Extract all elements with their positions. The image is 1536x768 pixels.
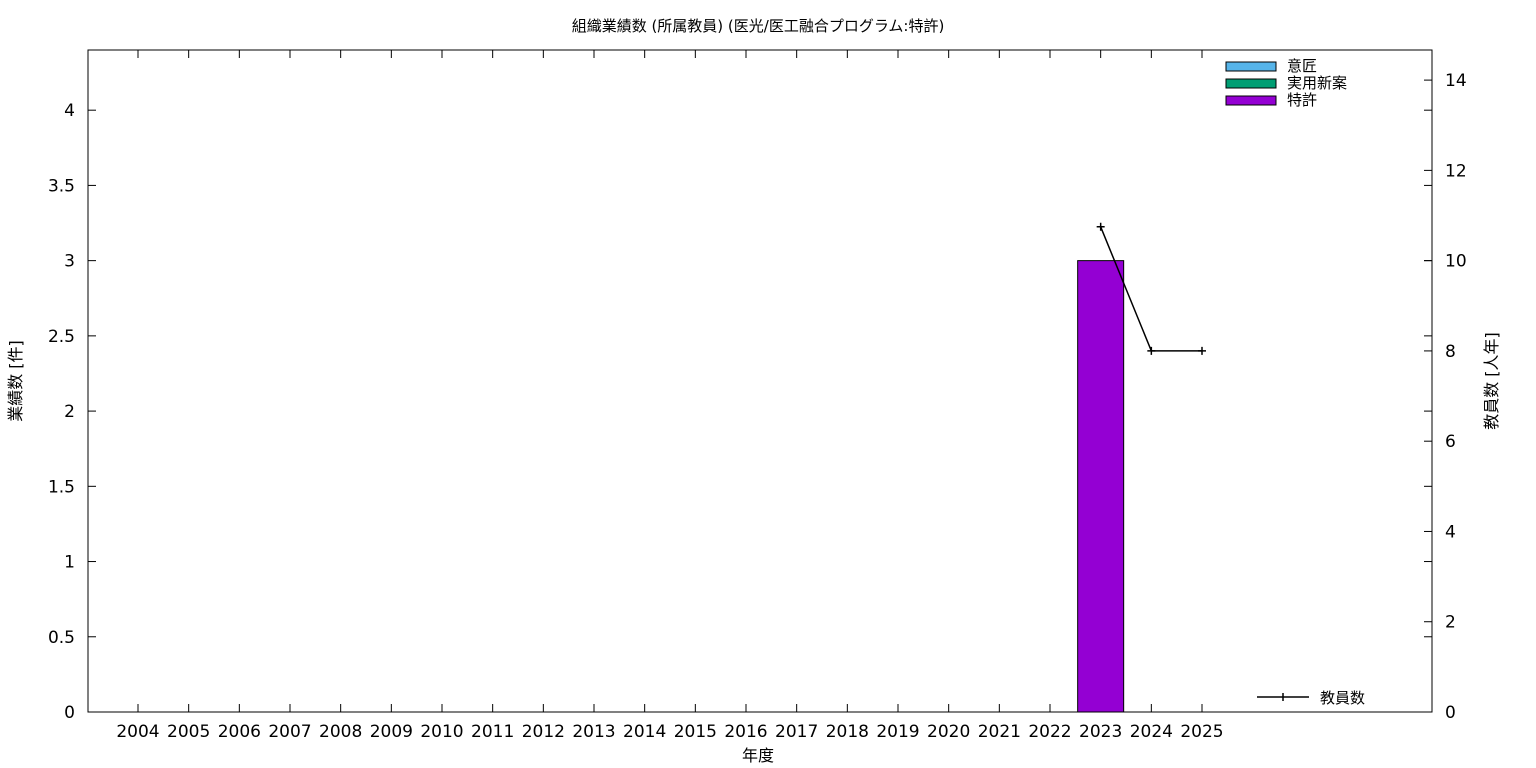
legend-label-実用新案: 実用新案 (1287, 74, 1347, 92)
x-tick-label: 2008 (319, 722, 362, 742)
x-tick-label: 2010 (420, 722, 463, 742)
y2-tick-label: 4 (1445, 522, 1456, 542)
x-tick-label: 2022 (1028, 722, 1071, 742)
faculty-count-point-2025 (1198, 346, 1206, 355)
right-axis: 0 2 4 6 8 10 12 14 (1424, 71, 1467, 723)
line-series-group (1096, 222, 1206, 355)
y2-axis-label: 教員数 [人年] (1482, 332, 1501, 430)
x-tick-label: 2006 (218, 722, 261, 742)
legend-swatch-実用新案 (1225, 78, 1277, 89)
bar-series-group (1077, 260, 1125, 713)
x-tick-label: 2005 (167, 722, 210, 742)
legend-label-line: 教員数 (1320, 689, 1365, 707)
y-tick-label: 2 (64, 402, 75, 422)
legend-label-特許: 特許 (1287, 91, 1317, 109)
x-tick-label: 2012 (522, 722, 565, 742)
x-tick-label: 2014 (623, 722, 666, 742)
x-tick-label: 2018 (826, 722, 869, 742)
plot-area-frame (87, 49, 1433, 713)
x-tick-label: 2024 (1130, 722, 1173, 742)
y-tick-label: 1.5 (48, 477, 75, 497)
legend-swatch-意匠 (1225, 61, 1277, 72)
faculty-count-point-2024 (1147, 346, 1156, 355)
legend-swatch-特許 (1225, 95, 1277, 106)
y-tick-label: 2.5 (48, 327, 75, 347)
x-tick-label: 2016 (724, 722, 767, 742)
x-tick-label: 2017 (775, 722, 818, 742)
x-tick-label: 2013 (572, 722, 615, 742)
x-axis: 2004 2005 2006 2007 2008 2009 2010 2011 2012 2013… (116, 50, 1224, 742)
y2-tick-label: 0 (1445, 703, 1456, 723)
x-tick-label: 2004 (116, 722, 159, 742)
faculty-count-point-2023 (1096, 222, 1105, 231)
y2-tick-label: 2 (1445, 613, 1456, 633)
legend-label-意匠: 意匠 (1287, 57, 1317, 75)
x-tick-label: 2009 (370, 722, 413, 742)
x-tick-label: 2019 (876, 722, 919, 742)
y2-tick-label: 12 (1445, 161, 1467, 181)
y-tick-label: 0 (64, 703, 75, 723)
x-tick-label: 2021 (978, 722, 1021, 742)
x-axis-label: 年度 (742, 746, 774, 765)
y2-tick-label: 8 (1445, 342, 1456, 362)
y-tick-label: 3 (64, 252, 75, 272)
x-tick-label: 2020 (927, 722, 970, 742)
bar-特許-2023 (1077, 260, 1125, 713)
y2-tick-label: 14 (1445, 71, 1467, 91)
y2-tick-label: 6 (1445, 432, 1456, 452)
left-axis: 0 0.5 1 1.5 2 2.5 3 3.5 4 (48, 101, 1432, 723)
x-tick-label: 2023 (1079, 722, 1122, 742)
y-tick-label: 4 (64, 101, 75, 121)
y-tick-label: 1 (64, 553, 75, 573)
x-tick-label: 2007 (268, 722, 311, 742)
y-tick-label: 0.5 (48, 628, 75, 648)
y-axis-label: 業績数 [件] (6, 340, 25, 422)
y-tick-label: 3.5 (48, 176, 75, 196)
x-tick-label: 2015 (674, 722, 717, 742)
y2-tick-label: 10 (1445, 252, 1467, 272)
x-tick-label: 2025 (1180, 722, 1223, 742)
chart-title: 組織業績数 (所属教員) (医光/医工融合プログラム:特許) (572, 17, 945, 35)
x-tick-label: 2011 (471, 722, 514, 742)
